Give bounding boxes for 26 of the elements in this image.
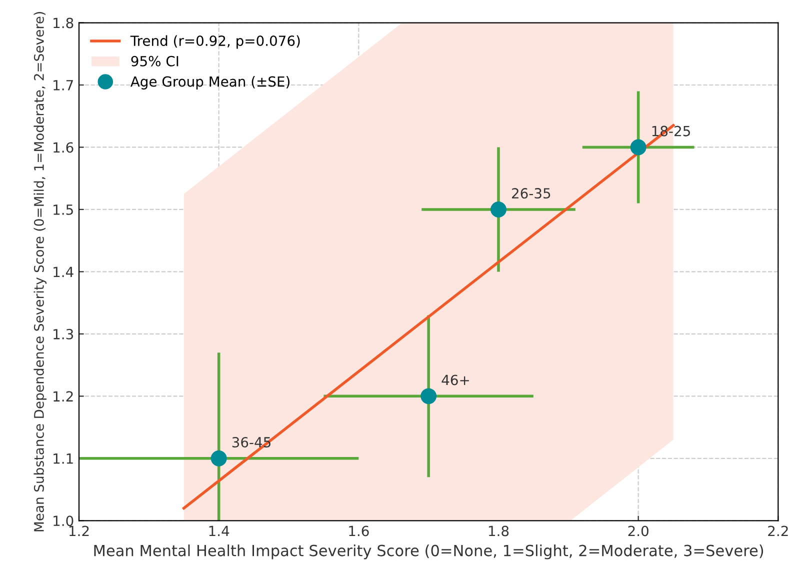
x-tick-label: 1.2 <box>69 526 89 536</box>
data-label: 46+ <box>442 374 469 386</box>
y-tick-label: 1.7 <box>54 80 73 90</box>
data-label: 26-35 <box>512 188 550 199</box>
legend-label: Age Group Mean (±SE) <box>130 76 290 90</box>
y-tick-label: 1.4 <box>54 266 74 277</box>
y-tick-label: 1.2 <box>54 391 73 402</box>
y-tick-label: 1.8 <box>54 18 74 28</box>
x-tick-label: 2.0 <box>628 526 648 536</box>
x-tick-label: 1.4 <box>209 526 230 536</box>
point <box>210 450 227 466</box>
y-tick-label: 1.0 <box>54 516 74 526</box>
y-tick-label: 1.3 <box>54 328 74 340</box>
y-tick-label: 1.6 <box>54 142 74 153</box>
point <box>420 388 437 404</box>
x-axis-title: Mean Mental Health Impact Severity Score (0=None, 1=Slight, 2=Moderate, 3=Severe) <box>94 544 764 560</box>
point <box>490 201 506 218</box>
x-tick-label: 1.6 <box>349 526 369 536</box>
legend-label: Trend (r=0.92, p=0.076) <box>130 35 300 49</box>
point <box>630 139 646 156</box>
y-tick-label: 1.1 <box>54 454 73 464</box>
y-axis-title: Mean Substance Dependence Severity Score (0=Mild, 1=Moderate, 2=Severe) <box>34 12 46 532</box>
y-tick-label: 1.5 <box>54 204 73 215</box>
x-tick-label: 1.8 <box>488 526 509 536</box>
x-tick-label: 2.2 <box>768 526 788 536</box>
legend-label: 95% CI <box>131 56 178 66</box>
